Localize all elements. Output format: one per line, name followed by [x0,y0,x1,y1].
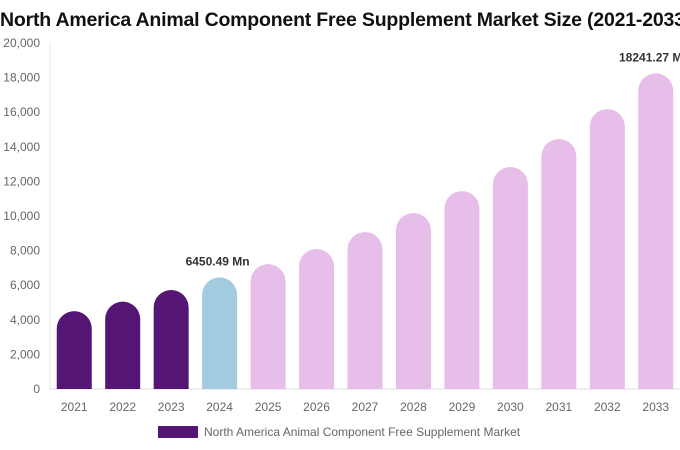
y-tick-label: 8,000 [10,244,40,258]
y-tick-label: 16,000 [3,105,40,119]
x-tick-label: 2031 [545,400,572,414]
bar-2032 [589,109,625,389]
bar-2033 [638,73,674,390]
legend-swatch [158,426,198,438]
x-tick-label: 2029 [449,400,476,414]
bar-2021 [56,311,92,389]
y-tick-label: 4,000 [10,313,40,327]
x-tick-label: 2024 [206,400,233,414]
x-tick-label: 2022 [109,400,136,414]
y-tick-label: 18,000 [3,71,40,85]
legend: North America Animal Component Free Supp… [158,425,520,439]
x-tick-label: 2023 [158,400,185,414]
y-tick-label: 10,000 [3,209,40,223]
x-tick-label: 2025 [255,400,282,414]
chart-title: North America Animal Component Free Supp… [0,9,680,31]
bar-2025 [250,264,286,389]
y-tick-label: 2,000 [10,347,40,361]
bar-2030 [492,167,528,389]
x-tick-label: 2033 [642,400,669,414]
bar-2031 [541,139,577,389]
data-label: 18241.27 Mn [619,50,680,64]
y-tick-label: 0 [33,382,40,396]
y-tick-label: 20,000 [3,36,40,50]
bar-2029 [444,191,480,389]
y-tick-label: 12,000 [3,174,40,188]
x-tick-label: 2026 [303,400,330,414]
bar-2024 [202,277,238,389]
bar-2023 [153,290,189,389]
x-tick-label: 2027 [352,400,379,414]
y-tick-label: 6,000 [10,278,40,292]
y-tick-label: 14,000 [3,140,40,154]
data-label: 6450.49 Mn [186,254,250,268]
bar-2028 [395,213,431,389]
bar-2022 [105,301,141,389]
bar-2026 [299,249,335,389]
legend-label: North America Animal Component Free Supp… [204,425,521,439]
x-tick-label: 2030 [497,400,524,414]
x-tick-label: 2021 [61,400,88,414]
bar-2027 [347,232,383,389]
x-tick-label: 2032 [594,400,621,414]
x-tick-label: 2028 [400,400,427,414]
